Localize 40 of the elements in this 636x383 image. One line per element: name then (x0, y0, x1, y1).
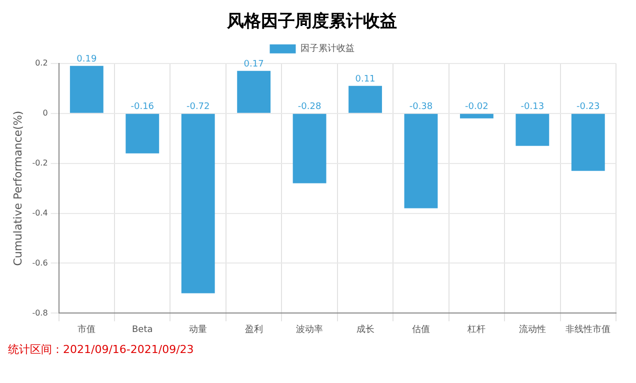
bar (571, 114, 605, 171)
y-axis-title: Cumulative Performance(%) (11, 110, 24, 266)
bar (404, 114, 438, 208)
bar (181, 114, 215, 294)
bar (237, 70, 271, 113)
bar (348, 86, 382, 113)
x-tick-label: 波动率 (296, 324, 324, 335)
x-tick-label: 成长 (356, 324, 374, 335)
x-tick-label: 杠杆 (466, 324, 486, 335)
legend-label: 因子累计收益 (300, 43, 354, 54)
x-tick-label: 动量 (189, 324, 208, 335)
data-label: -0.28 (298, 102, 322, 112)
y-tick-label: 0 (42, 108, 48, 118)
x-tick-label: 市值 (78, 324, 96, 335)
x-tick-label: Beta (132, 324, 153, 335)
data-label: -0.38 (409, 102, 433, 112)
data-label: 0.19 (76, 54, 97, 65)
text: 统计区间：2021/09/16-2021/09/23 (8, 342, 195, 357)
data-label: -0.16 (130, 102, 154, 112)
data-label: 0.11 (355, 74, 376, 85)
x-tick-label: 估值 (412, 324, 430, 335)
bar (460, 114, 494, 118)
data-label: -0.72 (186, 102, 210, 112)
y-tick-label: -0.8 (32, 308, 48, 318)
y-tick-label: -0.2 (32, 158, 48, 168)
bar (292, 114, 326, 184)
x-tick-label: 非线性市值 (566, 324, 611, 335)
data-label: -0.13 (520, 102, 544, 112)
y-tick-label: -0.6 (32, 258, 48, 268)
x-tick-label: 流动性 (518, 324, 546, 335)
chart-title: 风格因子周度累计收益 (226, 12, 397, 32)
x-tick-label: 盈利 (244, 324, 263, 335)
data-label: -0.02 (465, 102, 488, 112)
y-tick-label: -0.4 (32, 208, 48, 218)
data-label: 0.17 (244, 60, 264, 70)
bar (126, 114, 160, 154)
bar (516, 114, 550, 146)
y-tick-label: 0.2 (35, 58, 48, 68)
bar (70, 66, 104, 113)
data-label: -0.23 (576, 102, 600, 112)
